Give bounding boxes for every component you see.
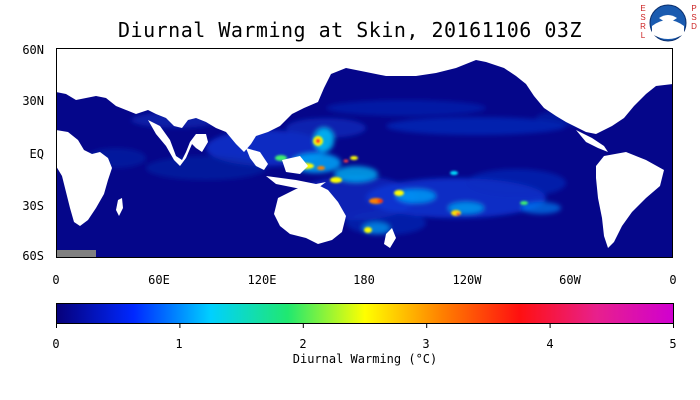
land-australia <box>274 184 346 244</box>
lat-label-30s: 30S <box>22 199 44 213</box>
land-new-zealand <box>384 228 396 248</box>
colorbar <box>56 303 674 328</box>
esrl-letters: E S R L <box>638 4 648 40</box>
map-title: Diurnal Warming at Skin, 20161106 03Z <box>117 18 583 42</box>
diurnal-warming-map <box>56 48 673 258</box>
land-north-america <box>426 48 673 134</box>
lat-label-60s: 60S <box>22 249 44 263</box>
colorbar-title: Diurnal Warming (°C) <box>292 352 438 366</box>
colorbar-tick-label-2: 2 <box>299 337 307 351</box>
land-arabia-india <box>148 120 208 166</box>
lon-label-0: 0 <box>52 273 60 287</box>
lat-label-60n: 60N <box>22 43 44 57</box>
lon-label-180: 180 <box>353 273 375 287</box>
colorbar-tick-label-0: 0 <box>52 337 60 351</box>
colorbar-tick-label-4: 4 <box>546 337 554 351</box>
land-greenland <box>636 48 673 68</box>
colorbar-tick-label-1: 1 <box>175 337 183 351</box>
logo-letter: L <box>640 31 646 40</box>
land-borneo <box>282 156 308 174</box>
warming-hotspots <box>275 136 528 233</box>
land-masses <box>56 48 673 248</box>
land-africa <box>56 130 112 226</box>
antarctica-ice <box>56 250 96 258</box>
lon-label-120w: 120W <box>452 273 482 287</box>
psd-letters: P S D <box>689 4 699 31</box>
land-indonesia <box>266 176 326 188</box>
lon-label-60e: 60E <box>148 273 170 287</box>
logo-letter: E <box>640 4 646 13</box>
logo-letter: R <box>640 22 646 31</box>
land-europe-asia <box>56 48 673 152</box>
colorbar-ticks <box>56 323 674 328</box>
map-frame <box>56 48 673 258</box>
lon-label-60w: 60W <box>559 273 581 287</box>
land-southeast-asia <box>246 148 268 170</box>
logo-letter: S <box>691 13 697 22</box>
land-madagascar <box>116 198 123 216</box>
lon-label-0-east: 0 <box>669 273 677 287</box>
logo-letter: S <box>640 13 646 22</box>
lat-label-30n: 30N <box>22 94 44 108</box>
lon-label-120e: 120E <box>247 273 277 287</box>
logo-letter: P <box>691 4 697 13</box>
logo-letter: D <box>691 22 697 31</box>
land-south-america <box>596 152 664 248</box>
colorbar-tick-label-5: 5 <box>669 337 677 351</box>
noaa-logo-icon <box>649 4 687 42</box>
colorbar-tick-label-3: 3 <box>422 337 430 351</box>
colorbar-gradient <box>56 303 674 324</box>
land-central-america <box>576 130 608 152</box>
lat-label-eq: EQ <box>29 147 44 161</box>
